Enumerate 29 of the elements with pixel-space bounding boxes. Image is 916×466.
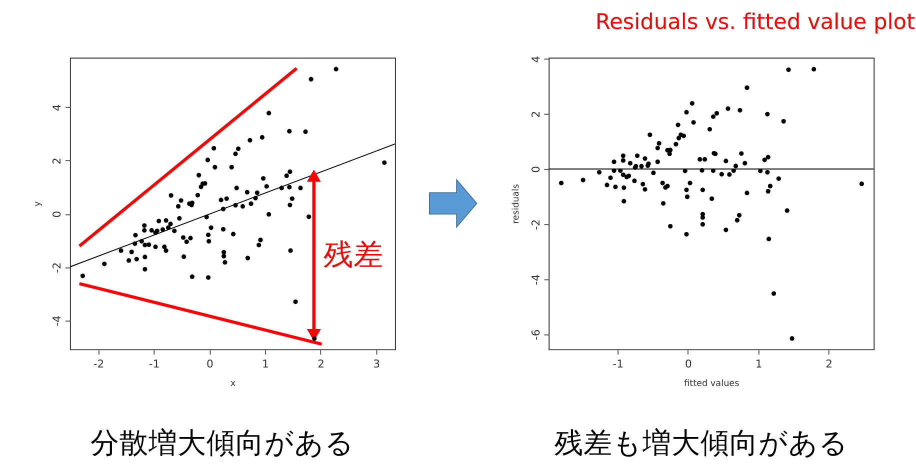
y-tick-label: 0: [50, 210, 64, 218]
x-tick-label: 3: [373, 357, 380, 370]
x-tick-label: 2: [318, 357, 324, 370]
x-tick-label: -1: [148, 357, 160, 370]
x-tick-label: 1: [755, 357, 762, 370]
x-tick-label: -2: [93, 357, 104, 370]
x-tick-label: 1: [262, 357, 269, 370]
y-tick-label: -4: [529, 274, 542, 286]
y-tick-label: 2: [529, 110, 542, 118]
y-tick-label: 0: [529, 166, 542, 173]
series-label: 残差: [324, 237, 384, 272]
chart-title: Residuals vs. fitted value plot: [595, 10, 916, 36]
y-tick-label: 4: [50, 104, 64, 112]
y-tick-label: 2: [50, 158, 64, 164]
x-axis-title: fitted values: [684, 379, 740, 390]
y-tick-label: -2: [50, 262, 64, 274]
text: 残差も増大傾向がある: [554, 426, 848, 460]
text: 分散増大傾向がある: [90, 426, 355, 460]
x-axis-title: x: [230, 379, 236, 390]
y-tick-label: -4: [50, 315, 64, 326]
x-tick-label: 0: [206, 357, 214, 370]
y-axis-title: y: [32, 201, 43, 207]
y-tick-label: -6: [529, 329, 542, 340]
y-axis-title: residuals: [512, 184, 522, 224]
y-tick-label: -2: [529, 219, 542, 230]
x-tick-label: 2: [826, 357, 833, 370]
x-tick-label: -1: [612, 357, 624, 370]
y-tick-label: 4: [529, 56, 542, 63]
x-tick-label: 0: [684, 357, 692, 370]
